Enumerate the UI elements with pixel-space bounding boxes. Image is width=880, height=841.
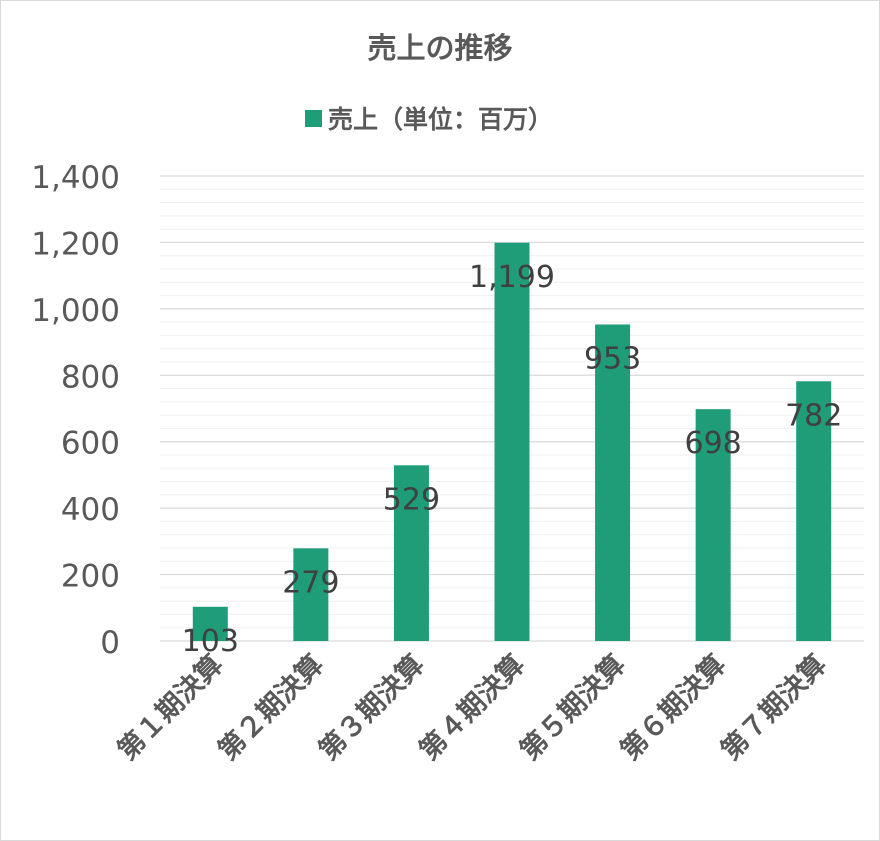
bars <box>192 242 832 641</box>
x-tick-label: 第１期決算 <box>111 648 229 766</box>
bar <box>393 465 429 641</box>
y-tick-label: 1,400 <box>31 160 120 196</box>
bar-data-label: 1,199 <box>469 260 555 295</box>
bar <box>192 606 228 641</box>
x-tick-label: 第７期決算 <box>715 648 833 766</box>
x-tick-label: 第２期決算 <box>212 648 330 766</box>
bar-data-label: 529 <box>383 482 440 517</box>
x-tick-label: 第４期決算 <box>413 648 531 766</box>
y-tick-label: 800 <box>61 359 120 395</box>
bar <box>695 409 731 641</box>
y-tick-label: 0 <box>100 625 120 661</box>
bar-data-label: 953 <box>584 341 641 376</box>
y-tick-label: 1,000 <box>31 293 120 329</box>
legend-label: 売上（単位：百万） <box>328 105 553 134</box>
bar <box>494 242 530 641</box>
bar-data-label: 698 <box>685 426 742 461</box>
x-tick-label: 第５期決算 <box>513 648 631 766</box>
x-tick-label: 第６期決算 <box>614 648 732 766</box>
legend-swatch <box>305 110 322 127</box>
bar <box>293 548 329 641</box>
chart-title: 売上の推移 <box>367 31 512 65</box>
y-tick-label: 600 <box>61 426 120 462</box>
bar-data-label: 103 <box>182 624 239 659</box>
y-tick-label: 1,200 <box>31 226 120 262</box>
bar <box>796 381 832 641</box>
y-axis-ticks: 0 200 400 600 800 1,000 1,200 1,400 <box>31 160 120 661</box>
bar <box>595 324 631 641</box>
y-tick-label: 200 <box>61 559 120 595</box>
y-tick-label: 400 <box>61 492 120 528</box>
x-tick-label: 第３期決算 <box>312 648 430 766</box>
data-labels: 103 279 529 1,199 953 698 782 <box>182 260 843 659</box>
bar-data-label: 279 <box>282 565 339 600</box>
bar-data-label: 782 <box>785 398 842 433</box>
